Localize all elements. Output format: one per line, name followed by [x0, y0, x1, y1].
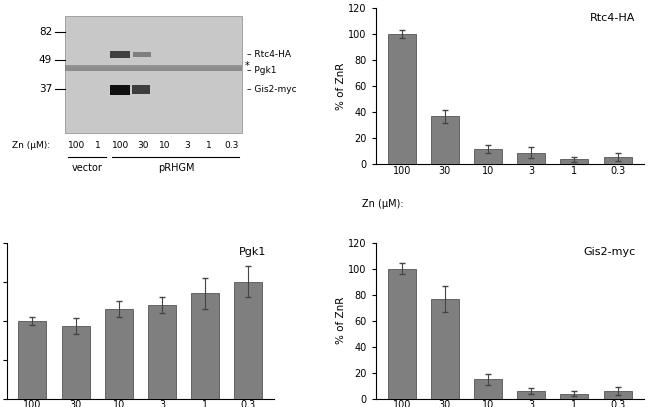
Bar: [66, 16, 242, 133]
Bar: [111, 85, 129, 95]
Bar: [560, 159, 588, 164]
Text: 100: 100: [68, 141, 84, 150]
Bar: [604, 391, 632, 399]
Bar: [474, 379, 502, 399]
Y-axis label: % of ZnR: % of ZnR: [335, 63, 346, 110]
Text: 1: 1: [206, 141, 212, 150]
Bar: [66, 65, 242, 67]
Text: 3: 3: [184, 141, 190, 150]
Bar: [604, 157, 632, 164]
Text: 82: 82: [39, 27, 52, 37]
Text: *: *: [244, 61, 250, 70]
Text: 49: 49: [39, 55, 52, 66]
Bar: [191, 293, 219, 399]
Text: 1: 1: [96, 141, 101, 150]
Text: 30: 30: [137, 141, 148, 150]
Text: pRHGM: pRHGM: [158, 162, 194, 173]
Text: 10: 10: [159, 141, 170, 150]
Bar: [234, 282, 263, 399]
Text: – Gis2-myc: – Gis2-myc: [248, 85, 297, 94]
Text: Pgk1: Pgk1: [239, 247, 266, 257]
Y-axis label: % of ZnR: % of ZnR: [335, 297, 346, 344]
Bar: [62, 326, 90, 399]
Bar: [517, 391, 545, 399]
Text: vector: vector: [72, 162, 103, 173]
Bar: [148, 305, 176, 399]
Text: 100: 100: [112, 141, 129, 150]
Text: 0.3: 0.3: [224, 141, 239, 150]
Text: – Rtc4-HA: – Rtc4-HA: [248, 50, 291, 59]
Text: Gis2-myc: Gis2-myc: [583, 247, 636, 257]
Text: Zn (μM):: Zn (μM):: [12, 141, 50, 150]
Bar: [560, 394, 588, 399]
Text: – Pgk1: – Pgk1: [248, 66, 277, 75]
Bar: [133, 52, 151, 57]
Bar: [517, 153, 545, 164]
Bar: [133, 85, 150, 94]
Text: Zn (μM):: Zn (μM):: [363, 199, 404, 209]
Text: 37: 37: [39, 83, 52, 94]
Text: Rtc4-HA: Rtc4-HA: [590, 13, 636, 23]
Bar: [387, 269, 416, 399]
Bar: [111, 51, 129, 58]
Bar: [387, 34, 416, 164]
Bar: [18, 321, 46, 399]
Bar: [431, 299, 459, 399]
Bar: [431, 116, 459, 164]
Bar: [105, 309, 133, 399]
Bar: [474, 149, 502, 164]
Bar: [66, 67, 242, 70]
